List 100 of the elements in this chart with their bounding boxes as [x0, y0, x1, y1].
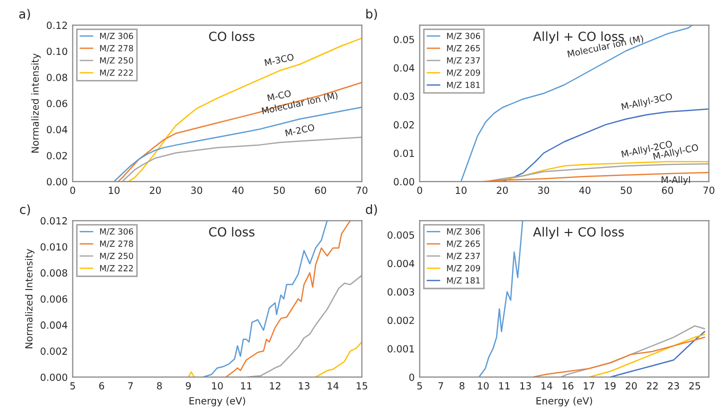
y-tick-label: 0.02 — [394, 121, 414, 129]
legend-label: M/Z 250 — [100, 57, 134, 64]
annotation: M-3CO — [264, 53, 294, 66]
y-tick-label: 0.002 — [388, 316, 414, 324]
y-tick-label: 0.003 — [388, 288, 414, 296]
x-tick-label: 70 — [356, 186, 368, 194]
y-tick-label: 0.010 — [40, 243, 68, 251]
x-tick-label: 70 — [703, 186, 714, 194]
y-tick-label: 0.04 — [46, 126, 68, 134]
x-tick-label: 0 — [70, 186, 76, 194]
y-tick-label: 0.03 — [394, 92, 414, 100]
x-tick-label: 50 — [620, 186, 632, 194]
y-tick-label: 0.01 — [394, 150, 414, 157]
y-tick-label: 0.06 — [46, 100, 68, 108]
x-tick-label: 14 — [542, 382, 552, 390]
y-tick-label: 0.000 — [40, 374, 68, 381]
y-tick-label: 0.04 — [394, 64, 414, 72]
legend-label: M/Z 237 — [447, 252, 480, 260]
text: d) — [366, 204, 377, 216]
y-tick-label: 0.002 — [40, 348, 67, 355]
x-axis-title: Energy (eV) — [190, 396, 246, 406]
x-tick-label: 20 — [496, 186, 508, 194]
y-tick-label: 0.00 — [394, 178, 414, 186]
x-tick-label: 30 — [538, 186, 550, 194]
y-tick-label: 0.012 — [40, 217, 67, 225]
x-tick-label: 20 — [150, 186, 161, 194]
y-tick-label: 0.10 — [46, 48, 68, 56]
y-tick-label: 0.00 — [46, 178, 68, 186]
legend-label: M/Z 265 — [447, 45, 480, 52]
y-tick-label: 0.008 — [40, 269, 68, 277]
x-tick-label: 7 — [438, 382, 444, 390]
x-tick-label: 16 — [562, 382, 574, 390]
legend-label: M/Z 181 — [447, 82, 480, 89]
text: b) — [366, 8, 377, 20]
x-tick-label: 13 — [298, 382, 310, 390]
text: c) — [20, 204, 30, 216]
legend-label: M/Z 306 — [447, 228, 480, 236]
y-tick-label: 0.12 — [46, 22, 67, 29]
legend-label: M/Z 265 — [447, 240, 480, 248]
x-tick-label: 10 — [212, 382, 223, 390]
y-tick-label: 0.05 — [394, 36, 414, 44]
y-tick-label: 0.004 — [388, 260, 414, 268]
x-tick-label: 7 — [128, 382, 133, 390]
x-tick-label: 14 — [328, 382, 339, 390]
y-tick-label: 0.08 — [46, 74, 68, 82]
x-tick-label: 50 — [274, 186, 285, 194]
x-tick-label: 60 — [315, 186, 326, 194]
legend-label: M/Z 237 — [447, 57, 480, 64]
y-axis-title: Normalized intensity — [31, 53, 41, 153]
x-tick-label: 40 — [232, 186, 244, 194]
x-tick-label: 40 — [579, 186, 590, 194]
legend-label: M/Z 306 — [100, 32, 134, 40]
legend-label: M/Z 209 — [447, 69, 480, 76]
legend-label: M/Z 181 — [447, 277, 480, 284]
x-tick-label: 22 — [646, 382, 658, 390]
chart-title: CO loss — [209, 226, 254, 237]
legend-label: M/Z 222 — [100, 265, 133, 272]
legend-label: M/Z 278 — [100, 240, 134, 248]
x-tick-label: 6 — [99, 382, 104, 390]
y-tick-label: 0 — [409, 374, 414, 381]
y-tick-label: 0.001 — [388, 345, 414, 352]
x-tick-label: 11 — [499, 382, 510, 390]
y-axis-title: Normalized Intensity — [25, 248, 34, 348]
annotation: M-2CO — [285, 124, 315, 136]
annotation: M-CO — [267, 90, 292, 102]
x-tick-label: 9 — [186, 382, 191, 390]
x-tick-label: 8 — [460, 382, 464, 390]
chart-title: CO loss — [209, 31, 254, 42]
legend-label: M/Z 250 — [100, 252, 134, 260]
x-tick-label: 11 — [241, 382, 252, 390]
x-tick-label: 19 — [604, 382, 616, 390]
x-tick-label: 12 — [270, 382, 280, 390]
legend-label: M/Z 306 — [100, 228, 134, 236]
x-tick-label: 13 — [520, 382, 531, 390]
x-tick-label: 60 — [662, 186, 674, 194]
chart-title: Allyl + CO loss — [533, 226, 624, 240]
x-tick-label: 15 — [356, 382, 368, 390]
x-tick-label: 30 — [191, 186, 202, 194]
x-tick-label: 25 — [689, 382, 700, 390]
text: a) — [19, 8, 30, 20]
x-tick-label: 23 — [668, 382, 679, 390]
legend-label: M/Z 278 — [100, 45, 134, 52]
x-axis-title: Energy (eV) — [536, 396, 592, 406]
legend-label: M/Z 222 — [100, 69, 133, 76]
x-tick-label: 17 — [584, 382, 594, 390]
legend-label: M/Z 209 — [447, 265, 480, 272]
y-tick-label: 0.006 — [40, 295, 68, 303]
x-tick-label: 0 — [417, 186, 422, 194]
x-tick-label: 8 — [157, 382, 162, 390]
x-tick-label: 5 — [417, 382, 422, 390]
y-tick-label: 0.005 — [388, 231, 414, 239]
y-tick-label: 0.004 — [40, 321, 68, 329]
x-tick-label: 10 — [456, 186, 467, 194]
legend-label: M/Z 306 — [447, 32, 480, 40]
annotation: M-Allyl — [662, 176, 690, 185]
x-tick-label: 10 — [478, 382, 489, 390]
y-tick-label: 0.02 — [46, 152, 67, 160]
x-tick-label: 20 — [626, 382, 637, 390]
x-tick-label: 5 — [70, 382, 75, 390]
x-tick-label: 10 — [108, 186, 120, 194]
